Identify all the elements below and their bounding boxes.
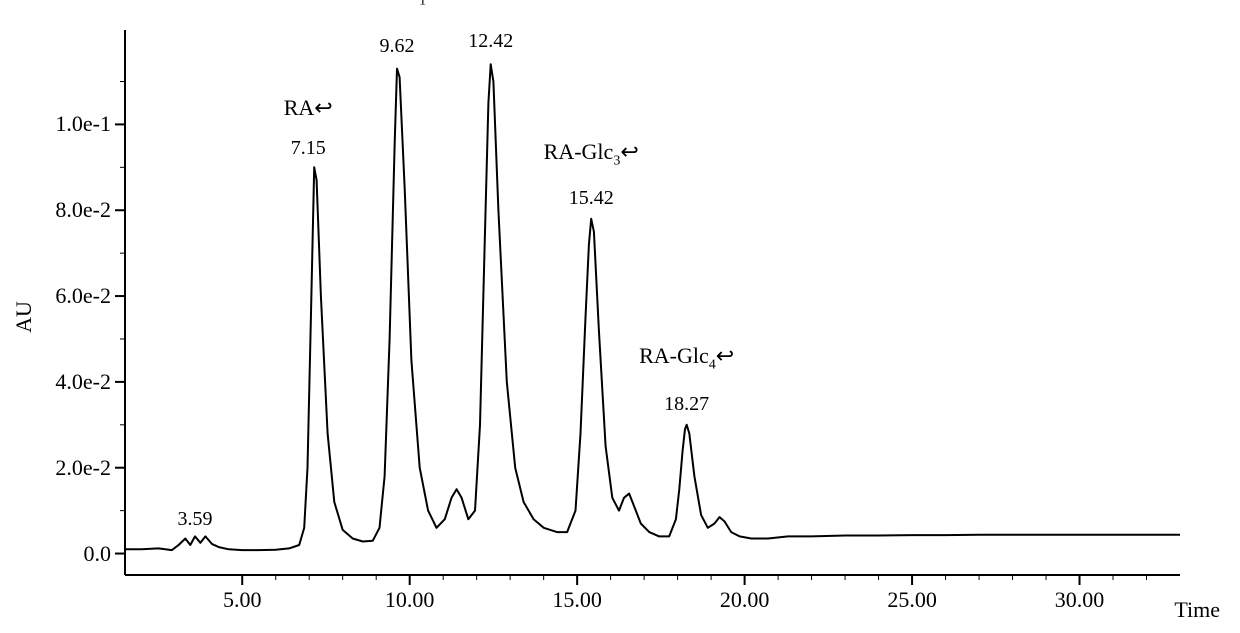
- peak-rt-label: 12.42: [468, 30, 513, 53]
- peak-rt-label: 9.62: [379, 35, 414, 58]
- x-tick-label: 5.00: [212, 587, 272, 613]
- peak-name-label: RA-Glc1↩: [349, 0, 444, 9]
- peak-rt-label: 7.15: [291, 137, 326, 160]
- plot-svg: [0, 0, 1240, 633]
- y-tick-label: 4.0e-2: [55, 369, 111, 395]
- y-tick-label: 0.0: [84, 541, 112, 567]
- peak-name-label: RA-Glc3↩: [544, 139, 639, 169]
- peak-name-label: RA-Glc4↩: [639, 343, 734, 373]
- y-tick-label: 6.0e-2: [55, 283, 111, 309]
- x-tick-label: 10.00: [380, 587, 440, 613]
- x-tick-label: 25.00: [882, 587, 942, 613]
- y-tick-label: 8.0e-2: [55, 197, 111, 223]
- peak-rt-label: 18.27: [664, 393, 709, 416]
- chromatogram-chart: AU Time 5.0010.0015.0020.0025.0030.000.0…: [0, 0, 1240, 633]
- y-tick-label: 1.0e-1: [55, 111, 111, 137]
- y-tick-label: 2.0e-2: [55, 455, 111, 481]
- x-tick-label: 30.00: [1050, 587, 1110, 613]
- peak-rt-label: 3.59: [177, 508, 212, 531]
- peak-name-label: RA↩: [284, 95, 333, 121]
- peak-rt-label: 15.42: [569, 187, 614, 210]
- x-tick-label: 20.00: [715, 587, 775, 613]
- x-tick-label: 15.00: [547, 587, 607, 613]
